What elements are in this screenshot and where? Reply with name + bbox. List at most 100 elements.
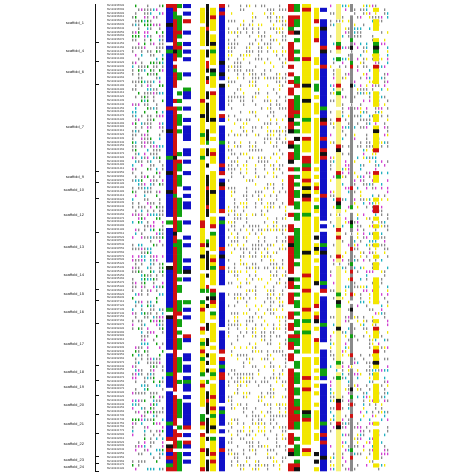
residue-dot (372, 205, 374, 209)
residue-dot (285, 228, 287, 232)
alignment-residue-block (302, 186, 311, 191)
alignment-residue-block (200, 425, 205, 430)
residue-dot (360, 437, 362, 441)
residue-dot (279, 293, 281, 296)
alignment-residue-block (320, 235, 327, 240)
residue-dot (363, 50, 365, 53)
alignment-residue-block (320, 121, 327, 126)
alignment-residue-block (302, 262, 311, 267)
sequence-id: Mal00031210 (107, 193, 125, 197)
residue-dot (366, 12, 368, 15)
alignment-residue-block (200, 224, 205, 229)
residue-dot (138, 91, 140, 95)
residue-dot (261, 156, 263, 160)
residue-dot (279, 300, 281, 304)
residue-dot (159, 190, 161, 194)
alignment-residue-block (350, 334, 353, 339)
residue-dot (135, 114, 137, 118)
residue-dot (282, 27, 284, 30)
residue-dot (279, 164, 281, 167)
residue-dot (237, 429, 239, 433)
alignment-residue-block (320, 64, 327, 69)
alignment-residue-block (177, 360, 182, 365)
alignment-residue-block (183, 41, 191, 47)
residue-dot (255, 331, 257, 334)
residue-dot (273, 448, 275, 452)
residue-dot (234, 91, 236, 95)
residue-dot (384, 346, 386, 349)
residue-dot (228, 293, 230, 296)
residue-dot (330, 315, 332, 319)
residue-dot (237, 372, 239, 376)
residue-dot (246, 46, 248, 49)
alignment-residue-block (200, 254, 205, 259)
alignment-residue-block (200, 273, 205, 278)
residue-dot (357, 258, 359, 262)
residue-dot (231, 171, 233, 175)
residue-dot (264, 205, 266, 209)
alignment-residue-block (294, 444, 300, 449)
alignment-residue-block (350, 357, 353, 362)
alignment-residue-block (373, 364, 379, 369)
alignment-residue-block (210, 231, 216, 236)
alignment-residue-block (210, 243, 216, 248)
residue-dot (243, 376, 245, 380)
alignment-residue-block (210, 421, 216, 426)
alignment-residue-block (200, 205, 205, 210)
residue-dot (243, 194, 245, 198)
alignment-residue-block (173, 22, 177, 28)
sequence-id: Mal00037110 (107, 300, 125, 304)
residue-dot (282, 239, 284, 243)
residue-dot (270, 410, 272, 414)
alignment-residue-block (336, 190, 341, 195)
residue-dot (234, 95, 236, 99)
residue-dot (369, 460, 371, 463)
residue-dot (258, 445, 260, 448)
alignment-residue-block (200, 357, 205, 362)
alignment-residue-block (302, 106, 311, 111)
alignment-residue-block (336, 22, 341, 28)
alignment-residue-block (336, 155, 341, 160)
alignment-residue-block (302, 68, 311, 73)
alignment-residue-block (219, 463, 225, 468)
residue-dot (162, 12, 164, 15)
sequence-id: Mal00042610 (107, 436, 125, 440)
residue-dot (330, 65, 332, 68)
residue-dot (342, 266, 344, 270)
sequence-id: Mal00021380 (107, 155, 125, 159)
alignment-residue-block (173, 72, 177, 77)
alignment-residue-block (219, 452, 225, 457)
alignment-residue-block (200, 459, 205, 464)
alignment-residue-block (177, 220, 182, 225)
residue-dot (267, 243, 269, 247)
residue-dot (342, 19, 344, 23)
alignment-residue-block (294, 231, 300, 236)
residue-dot (135, 300, 137, 304)
residue-dot (369, 418, 371, 422)
residue-dot (270, 194, 272, 198)
residue-dot (159, 61, 161, 65)
alignment-residue-block (219, 41, 225, 47)
residue-dot (363, 61, 365, 65)
residue-dot (156, 190, 158, 194)
residue-dot (159, 266, 161, 270)
alignment-residue-block (200, 26, 205, 31)
alignment-residue-block (336, 228, 341, 233)
alignment-residue-block (200, 402, 205, 407)
alignment-residue-block (183, 444, 191, 449)
residue-dot (345, 65, 347, 68)
alignment-residue-block (320, 7, 327, 12)
residue-dot (267, 57, 269, 61)
alignment-residue-block (373, 319, 379, 324)
alignment-residue-block (183, 387, 191, 392)
alignment-residue-block (177, 30, 182, 35)
residue-dot (144, 433, 146, 437)
residue-dot (366, 156, 368, 160)
residue-dot (369, 338, 371, 342)
alignment-residue-block (288, 98, 294, 104)
alignment-residue-block (314, 417, 319, 422)
alignment-residue-block (350, 326, 353, 331)
alignment-residue-block (200, 372, 205, 377)
alignment-residue-block (336, 338, 341, 343)
